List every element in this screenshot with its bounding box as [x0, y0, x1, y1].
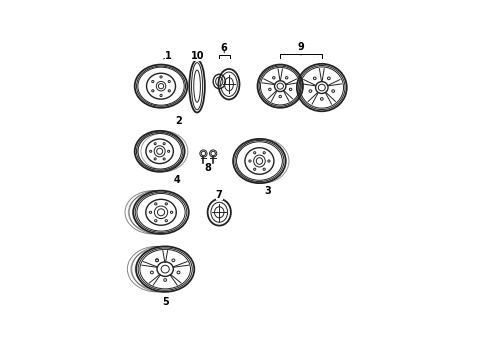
Text: 5: 5 — [162, 297, 169, 307]
Text: 8: 8 — [205, 163, 212, 174]
Ellipse shape — [201, 151, 206, 156]
Text: 4: 4 — [174, 175, 180, 185]
Text: 1: 1 — [164, 51, 171, 61]
Text: 6: 6 — [221, 43, 228, 53]
Text: 2: 2 — [176, 116, 182, 126]
Text: 3: 3 — [265, 186, 271, 196]
Text: 10: 10 — [191, 51, 205, 61]
Text: 7: 7 — [216, 190, 222, 200]
Ellipse shape — [211, 151, 216, 156]
Text: 9: 9 — [297, 42, 304, 55]
Ellipse shape — [136, 246, 195, 292]
Ellipse shape — [133, 191, 189, 234]
